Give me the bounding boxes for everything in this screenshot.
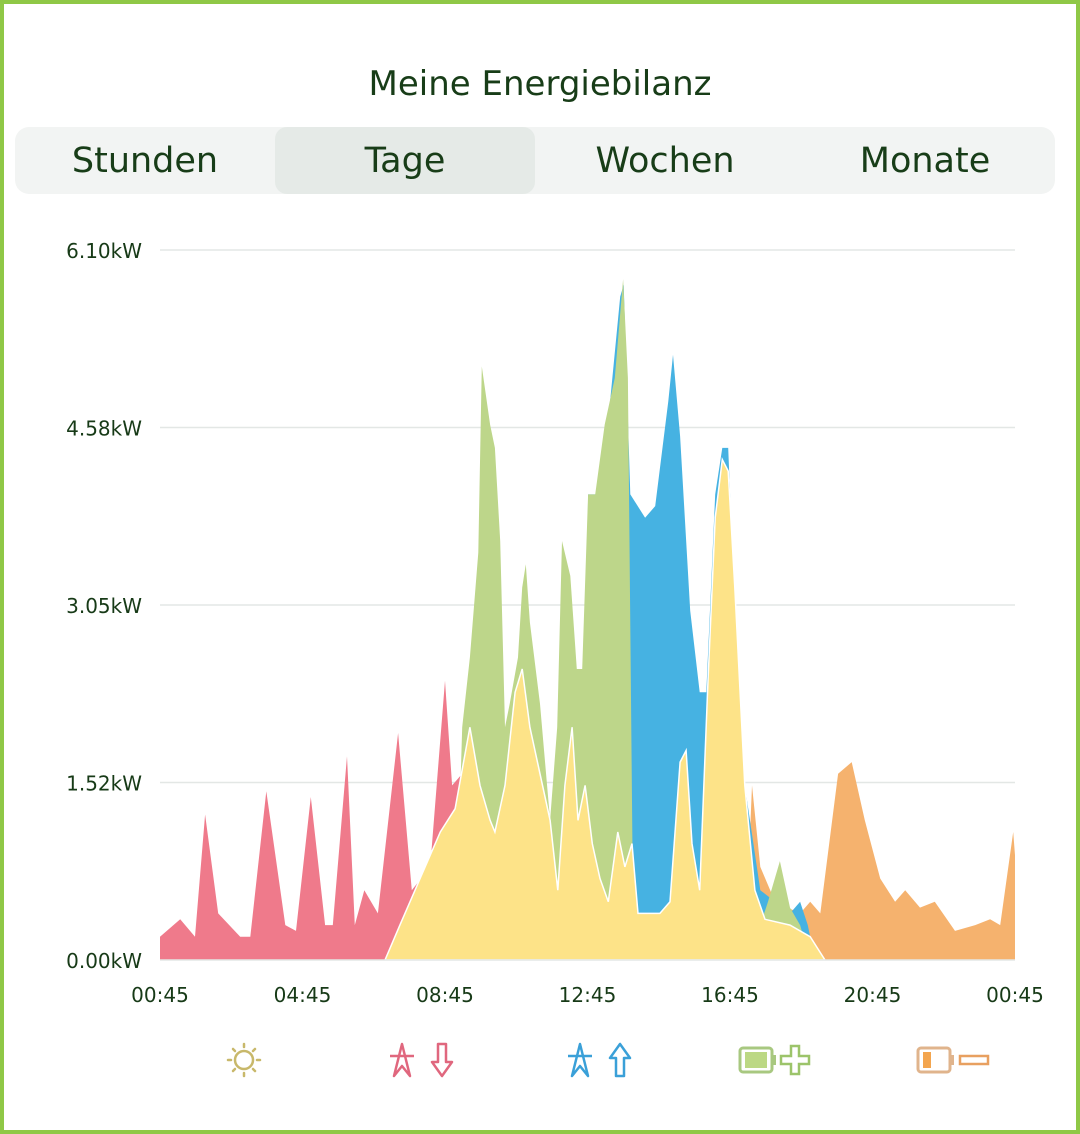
tab-wochen[interactable]: Wochen: [595, 140, 735, 181]
y-tick-label: 6.10kW: [66, 239, 142, 263]
x-tick-label: 16:45: [701, 983, 759, 1007]
area-export: [582, 284, 815, 960]
sun-icon[interactable]: [222, 1038, 266, 1082]
x-tick-label: 00:45: [986, 983, 1044, 1007]
y-tick-label: 1.52kW: [66, 772, 142, 796]
y-tick-label: 0.00kW: [66, 949, 142, 973]
area-import: [160, 657, 479, 960]
tab-tage[interactable]: Tage: [275, 127, 535, 194]
x-tick-label: 04:45: [274, 983, 332, 1007]
y-tick-label: 3.05kW: [66, 594, 142, 618]
y-tick-label: 4.58kW: [66, 417, 142, 441]
page-title: Meine Energiebilanz: [368, 64, 712, 104]
x-tick-label: 20:45: [844, 983, 902, 1007]
grid-import-icon[interactable]: [382, 1038, 462, 1082]
legend: [0, 1038, 1080, 1088]
period-tabs: Stunden Tage Wochen Monate: [15, 127, 1055, 194]
area-solar: [383, 456, 827, 961]
x-tick-label: 12:45: [559, 983, 617, 1007]
tab-monate[interactable]: Monate: [859, 140, 991, 181]
battery-discharge-icon[interactable]: [914, 1038, 994, 1082]
battery-charge-icon[interactable]: [736, 1038, 816, 1082]
area-discharge: [744, 762, 1015, 960]
energy-chart: 0.00kW 1.52kW 3.05kW 4.58kW 6.10kW 00:45 04:45…: [66, 239, 1044, 1007]
x-tick-label: 08:45: [416, 983, 474, 1007]
x-tick-label: 00:45: [131, 983, 189, 1007]
tab-stunden[interactable]: Stunden: [71, 140, 219, 181]
grid-export-icon[interactable]: [560, 1038, 640, 1082]
